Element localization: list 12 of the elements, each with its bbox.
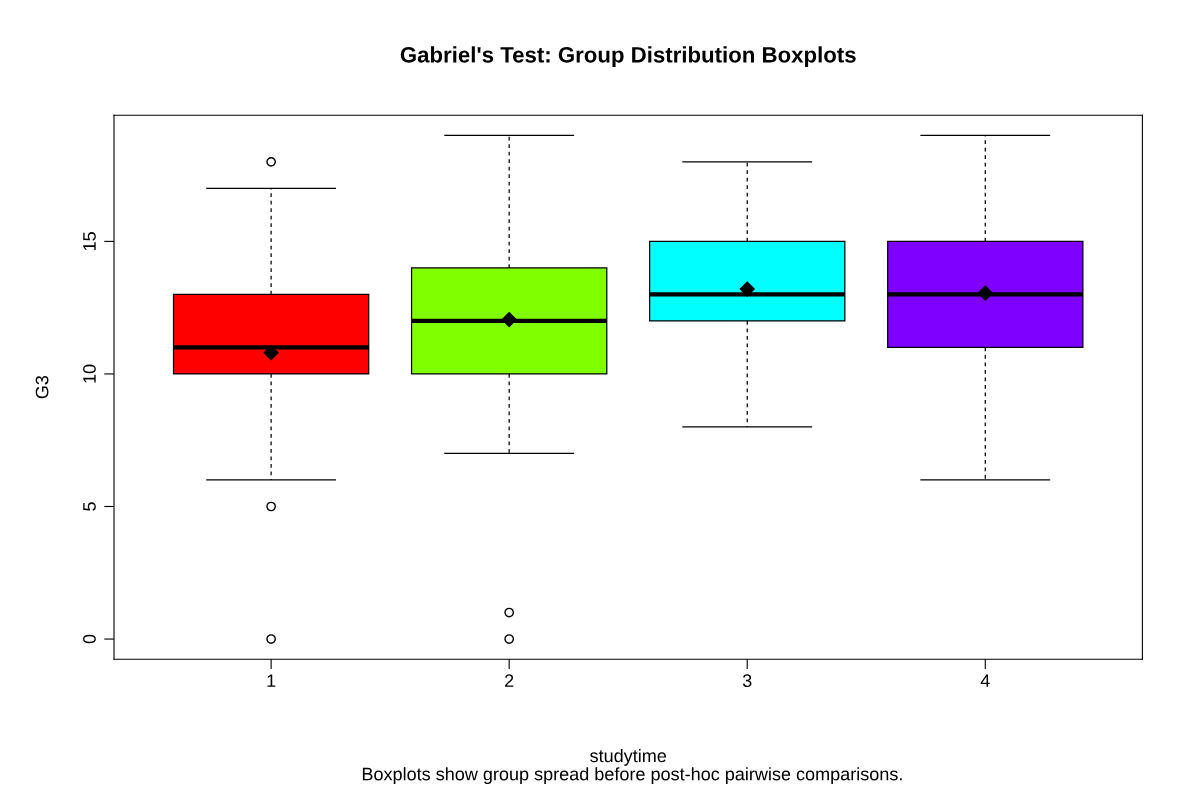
y-tick-label: 15 xyxy=(83,232,96,251)
x-tick-label: 4 xyxy=(980,674,990,687)
y-tick-label: 5 xyxy=(83,502,96,511)
y-tick-label: 0 xyxy=(83,634,96,644)
x-tick-label: 1 xyxy=(267,674,276,687)
chart-title: Gabriel's Test: Group Distribution Boxplots xyxy=(400,46,856,68)
y-axis-title: G3 xyxy=(35,375,49,399)
y-tick-label: 10 xyxy=(83,364,96,383)
text: Boxplots show group spread before post-hoc pairwise comparisons. xyxy=(362,767,902,784)
x-tick-label: 3 xyxy=(742,674,752,688)
x-axis-title: studytime xyxy=(590,748,667,766)
x-tick-label: 2 xyxy=(505,674,514,687)
